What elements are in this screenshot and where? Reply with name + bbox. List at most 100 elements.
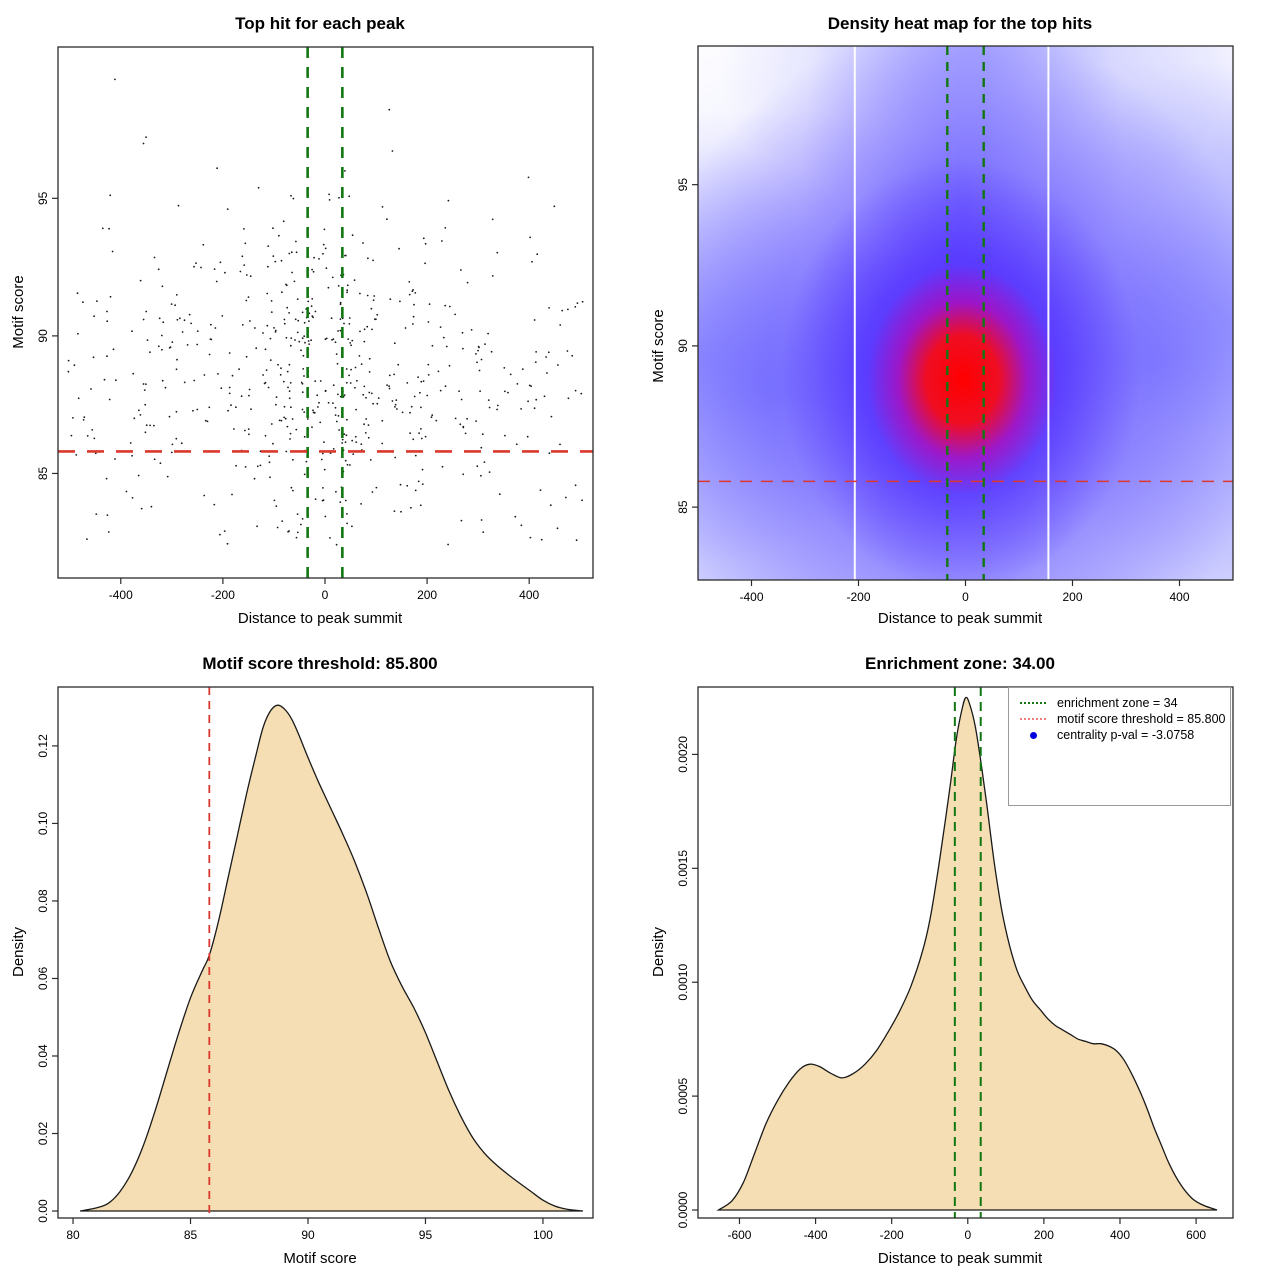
data-point: [335, 490, 337, 493]
data-point: [288, 397, 291, 400]
data-point: [145, 310, 148, 313]
data-point: [314, 380, 317, 382]
data-point: [313, 256, 315, 259]
data-point: [139, 279, 142, 282]
data-point: [168, 347, 171, 349]
data-point: [283, 322, 286, 325]
data-point: [367, 436, 370, 439]
data-point: [139, 414, 142, 416]
data-point: [276, 526, 279, 529]
data-point: [275, 505, 278, 507]
data-point: [295, 428, 298, 431]
data-point: [283, 405, 286, 408]
data-point: [428, 303, 431, 305]
data-point: [296, 298, 299, 300]
data-point: [331, 339, 333, 341]
data-point: [216, 167, 219, 170]
data-point: [109, 194, 112, 197]
data-point: [521, 368, 524, 370]
legend-label: enrichment zone = 34: [1057, 696, 1178, 710]
data-point: [576, 302, 579, 304]
legend-row-centrality-pval: centrality p-val = -3.0758: [1009, 727, 1230, 743]
data-point: [360, 443, 363, 445]
data-point: [223, 530, 226, 532]
data-point: [430, 416, 433, 419]
data-point: [67, 359, 70, 362]
data-point: [536, 253, 539, 256]
data-point: [245, 299, 248, 302]
yaxis-label-bottom-left: Density: [10, 926, 27, 978]
data-point: [515, 443, 518, 446]
data-point: [372, 299, 375, 301]
x-tick-label: 0: [962, 590, 969, 604]
data-point: [343, 433, 346, 435]
data-point: [275, 396, 278, 399]
data-point: [461, 331, 464, 334]
bottom-left-plot-border: [57, 686, 594, 1219]
data-point: [176, 318, 179, 321]
data-point: [94, 452, 97, 455]
y-tick-label: 95: [676, 178, 690, 192]
x-tick-label: 0: [322, 588, 329, 602]
data-point: [289, 432, 292, 435]
data-point: [410, 506, 412, 509]
data-point: [186, 344, 189, 346]
data-point: [332, 448, 335, 450]
data-point: [344, 254, 346, 257]
data-point: [393, 373, 395, 376]
data-point: [86, 538, 88, 540]
data-point: [272, 442, 274, 445]
data-point: [157, 268, 160, 271]
data-point: [345, 381, 348, 384]
data-point: [349, 382, 352, 384]
data-point: [76, 292, 79, 295]
x-tick-label: 400: [1110, 1228, 1130, 1242]
yaxis-label-bottom-right: Density: [650, 926, 667, 978]
data-point: [543, 395, 546, 398]
data-point: [408, 281, 411, 283]
data-point: [243, 264, 246, 266]
data-point: [106, 355, 108, 358]
data-point: [188, 313, 191, 316]
data-point: [331, 276, 334, 279]
data-point: [131, 497, 134, 499]
white-stripe: [1047, 46, 1050, 580]
data-point: [323, 441, 325, 443]
data-point: [478, 369, 481, 372]
data-point: [233, 428, 235, 430]
data-point: [448, 364, 451, 367]
data-point: [208, 353, 211, 356]
data-point: [145, 136, 147, 139]
y-tick-label: 85: [676, 500, 690, 514]
y-tick-label: 0.04: [36, 1044, 50, 1068]
panel-title-top-left: Top hit for each peak: [235, 14, 405, 33]
data-point: [391, 400, 394, 402]
xaxis-label-top-right: Distance to peak summit: [877, 610, 1043, 627]
data-point: [311, 298, 314, 300]
data-point: [106, 320, 109, 323]
data-point: [351, 339, 354, 342]
data-point: [348, 195, 351, 198]
data-point: [480, 474, 482, 477]
data-point: [427, 363, 430, 366]
data-point: [203, 494, 206, 497]
data-point: [91, 429, 94, 431]
data-point: [213, 268, 216, 270]
data-point: [398, 247, 400, 250]
data-point: [125, 490, 128, 493]
data-point: [269, 476, 271, 479]
data-point: [254, 327, 256, 329]
data-point: [267, 265, 269, 268]
panel-title-top-right: Density heat map for the top hits: [827, 14, 1093, 33]
data-point: [289, 438, 291, 440]
data-point: [239, 270, 242, 273]
data-point: [295, 536, 298, 539]
data-point: [290, 251, 293, 254]
data-point: [247, 296, 250, 298]
data-point: [264, 348, 267, 351]
data-point: [319, 380, 322, 382]
data-point: [281, 520, 284, 522]
data-point: [386, 384, 388, 386]
data-point: [86, 435, 89, 437]
data-point: [548, 452, 551, 455]
